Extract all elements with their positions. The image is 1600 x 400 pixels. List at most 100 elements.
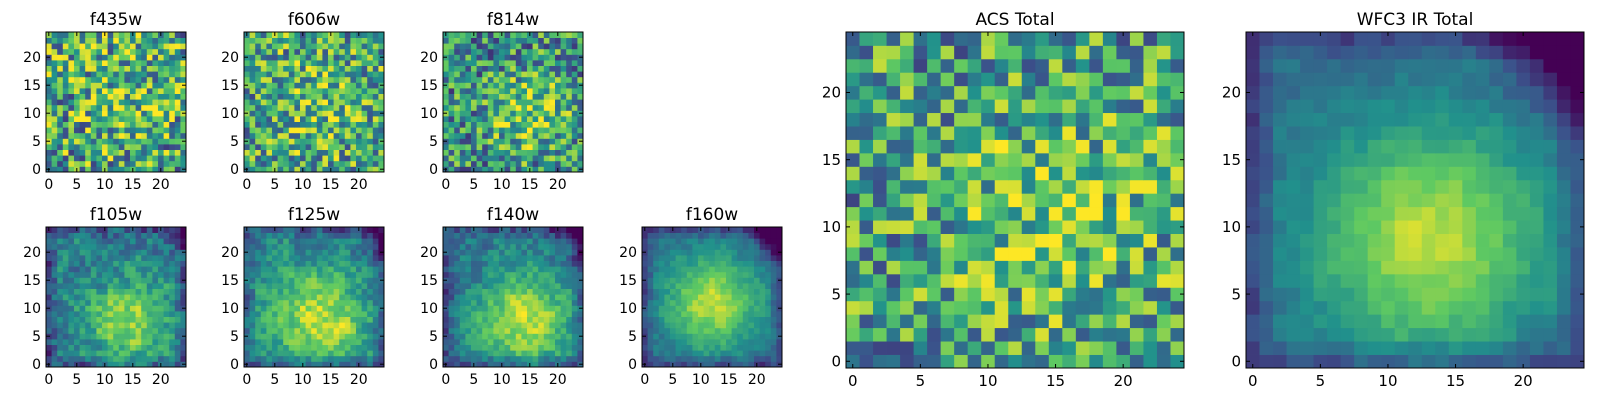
heatmap-cell	[90, 283, 97, 289]
heatmap-cell	[555, 311, 561, 317]
heatmap-cell	[322, 160, 329, 167]
heatmap-cell	[1075, 247, 1090, 261]
heatmap-cell	[549, 132, 556, 139]
heatmap-cell	[51, 305, 58, 312]
heatmap-cell	[459, 311, 466, 317]
heatmap-cell	[255, 271, 262, 278]
heatmap-cell	[174, 93, 181, 100]
heatmap-cell	[51, 93, 58, 100]
heatmap-cell	[675, 271, 682, 278]
x-tick-label: 15	[322, 177, 340, 193]
heatmap-cell	[737, 238, 744, 245]
heatmap-cell	[107, 322, 114, 329]
heatmap-cell	[681, 355, 688, 362]
heatmap-cell	[664, 339, 671, 345]
heatmap-cell	[356, 155, 362, 162]
heatmap-cell	[443, 294, 449, 301]
heatmap-cell	[255, 127, 262, 134]
heatmap-cell	[163, 121, 170, 128]
heatmap-cell	[288, 54, 295, 61]
heatmap-cell	[51, 65, 58, 72]
y-tick-label: 20	[23, 50, 41, 66]
heatmap-cell	[68, 249, 75, 256]
heatmap-cell	[770, 294, 777, 301]
heatmap-cell	[322, 344, 329, 351]
heatmap-cell	[169, 54, 176, 61]
heatmap-cell	[776, 311, 783, 317]
heatmap-cell	[372, 71, 379, 78]
heatmap-cell	[776, 339, 783, 345]
heatmap-cell	[113, 238, 120, 245]
heatmap-cell	[322, 65, 329, 72]
heatmap-cell	[118, 255, 125, 261]
heatmap-cell	[51, 277, 58, 284]
heatmap-cell	[113, 260, 120, 267]
heatmap-cell	[79, 48, 86, 55]
heatmap-cell	[46, 327, 52, 334]
heatmap-cell	[521, 88, 528, 94]
heatmap-cell	[356, 43, 362, 50]
heatmap-cell	[538, 155, 545, 162]
heatmap-cell	[504, 88, 511, 94]
heatmap-cell	[152, 333, 159, 340]
heatmap-cell	[448, 37, 455, 44]
heatmap-cell	[311, 355, 318, 362]
heatmap-cell	[255, 37, 262, 44]
heatmap-cell	[476, 71, 483, 78]
heatmap-cell	[686, 277, 693, 284]
heatmap-cell	[90, 110, 97, 117]
heatmap-cell	[316, 339, 323, 345]
heatmap-cell	[367, 99, 374, 106]
heatmap-cell	[180, 316, 187, 323]
heatmap-cell	[283, 127, 290, 134]
heatmap-cell	[1075, 327, 1090, 342]
heatmap-cell	[174, 127, 181, 134]
heatmap-cell	[681, 344, 688, 351]
heatmap-cell	[135, 299, 142, 306]
heatmap-cell	[476, 327, 483, 334]
heatmap-cell	[709, 339, 716, 345]
heatmap-cell	[141, 361, 148, 368]
heatmap-cell	[96, 138, 103, 145]
heatmap-cell	[543, 249, 550, 256]
heatmap-cell	[720, 288, 727, 295]
heatmap-cell	[79, 238, 86, 245]
heatmap-cell	[555, 76, 561, 83]
heatmap-cell	[311, 266, 318, 273]
heatmap-cell	[742, 339, 749, 345]
heatmap-cell	[288, 166, 295, 173]
heatmap-cell	[664, 355, 671, 362]
heatmap-cell	[169, 138, 176, 145]
heatmap-cell	[686, 327, 693, 334]
heatmap-cell	[90, 37, 97, 44]
heatmap-cell	[277, 93, 284, 100]
heatmap-cell	[311, 322, 318, 329]
heatmap-cell	[504, 227, 511, 233]
heatmap-cell	[566, 255, 573, 261]
heatmap-cell	[294, 37, 301, 44]
heatmap-cell	[521, 299, 528, 306]
heatmap-cell	[249, 288, 256, 295]
heatmap-cell	[141, 99, 148, 106]
heatmap-cell	[487, 93, 494, 100]
heatmap-cell	[46, 37, 52, 44]
heatmap-cell	[759, 311, 766, 317]
heatmap-cell	[249, 37, 256, 44]
heatmap-cell	[504, 350, 511, 357]
heatmap-cell	[316, 60, 323, 66]
heatmap-cell	[670, 243, 676, 250]
heatmap-cell	[158, 144, 164, 150]
heatmap-cell	[130, 71, 136, 78]
heatmap-cell	[459, 227, 466, 233]
heatmap-cell	[532, 299, 539, 306]
heatmap-cell	[566, 160, 573, 167]
heatmap-cell	[277, 60, 284, 66]
heatmap-cell	[130, 127, 136, 134]
heatmap-cell	[499, 238, 505, 245]
heatmap-cell	[454, 138, 461, 145]
heatmap-cell	[487, 76, 494, 83]
heatmap-cell	[146, 99, 153, 106]
heatmap-cell	[476, 99, 483, 106]
heatmap-cell	[333, 305, 340, 312]
heatmap-cell	[158, 149, 164, 156]
